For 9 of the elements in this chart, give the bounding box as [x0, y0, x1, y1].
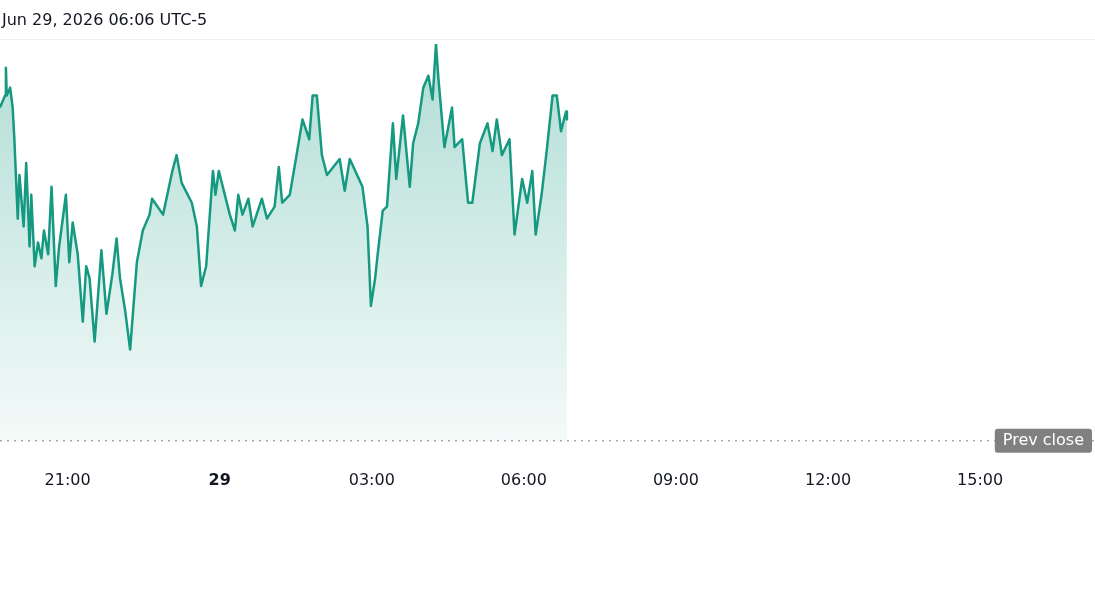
ref-line-label: Prev close	[1002, 429, 1084, 449]
x-tick-label: 03:00	[348, 469, 395, 489]
x-tick-label: 12:00	[804, 469, 852, 489]
x-tick-label: 21:00	[44, 469, 91, 489]
x-tick-label: 09:00	[652, 469, 699, 489]
x-tick-label: 29	[208, 469, 231, 489]
x-tick-label: 15:00	[957, 469, 1004, 489]
text: Jun 29, 2026 06:06 UTC-5	[2, 10, 208, 29]
x-tick-label: 06:00	[500, 469, 547, 489]
